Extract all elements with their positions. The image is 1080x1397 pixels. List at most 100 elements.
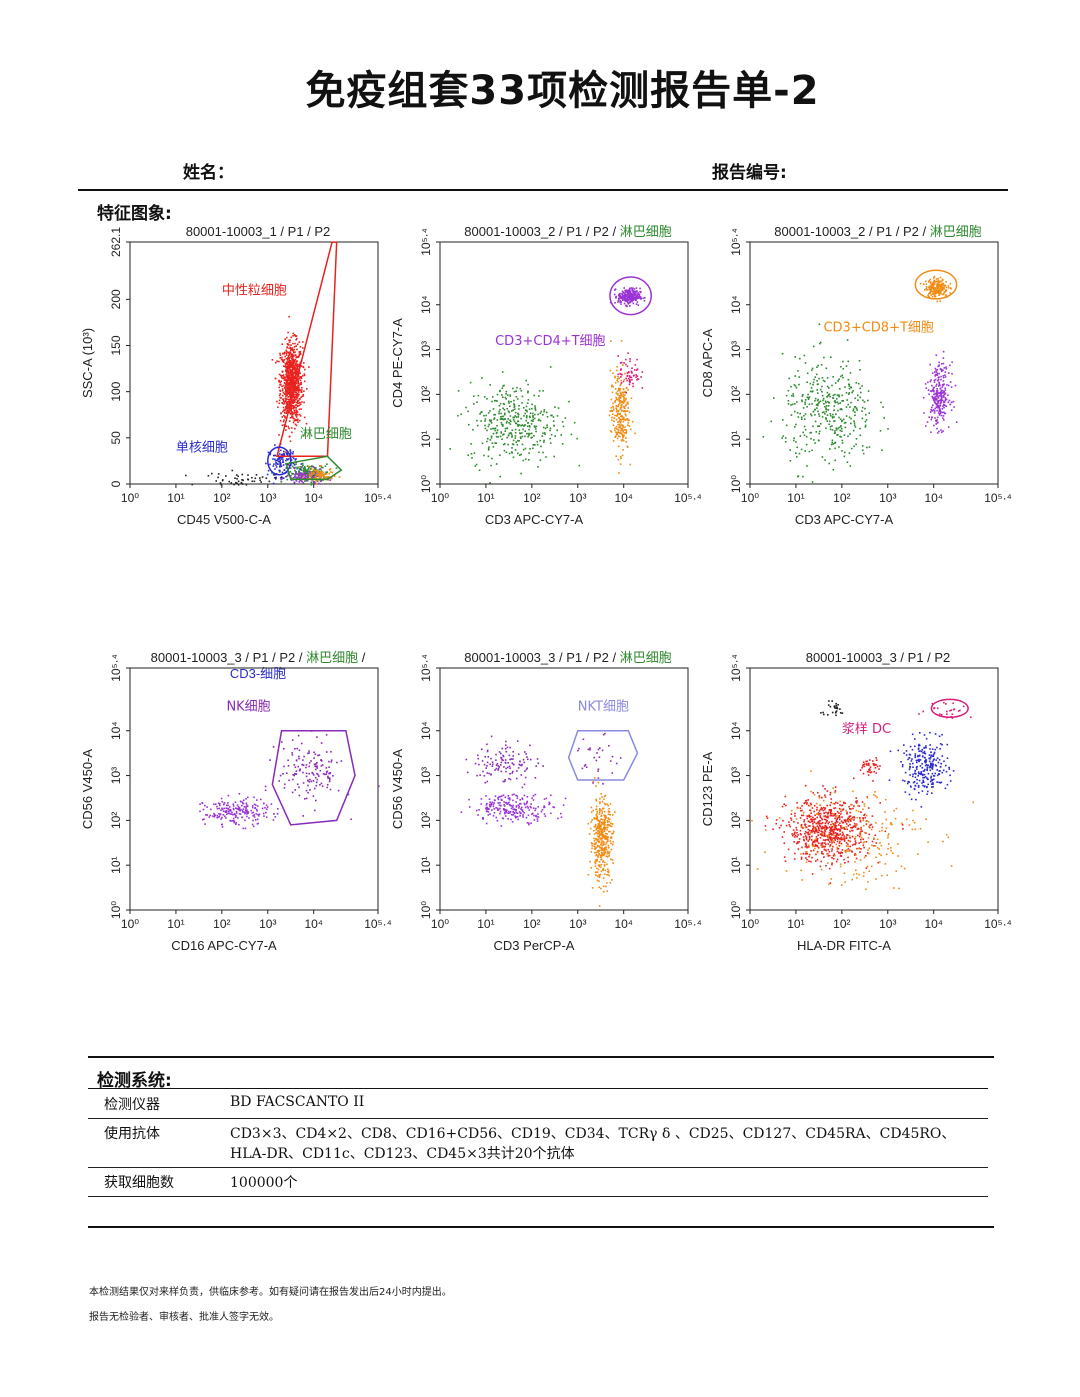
event-dot <box>840 813 842 815</box>
event-dot <box>496 419 499 421</box>
event-dot <box>614 429 616 431</box>
event-dot <box>226 807 229 810</box>
event-dot <box>510 813 513 816</box>
event-dot <box>801 400 803 403</box>
event-dot <box>290 344 292 346</box>
event-dot <box>537 466 539 468</box>
event-dot <box>859 396 861 399</box>
event-dot <box>281 741 283 743</box>
event-dot <box>615 433 618 436</box>
event-dot <box>520 472 522 475</box>
event-dot <box>818 413 820 415</box>
event-dot <box>834 786 837 788</box>
event-dot <box>568 400 570 403</box>
event-dot <box>832 822 834 825</box>
event-dot <box>331 471 334 474</box>
event-dot <box>856 847 858 850</box>
event-dot <box>261 807 264 810</box>
event-dot <box>487 811 490 813</box>
event-dot <box>600 858 602 861</box>
event-dot <box>533 435 535 437</box>
event-dot <box>489 763 491 766</box>
event-dot <box>621 438 624 441</box>
event-dot <box>265 462 267 465</box>
event-dot <box>600 838 603 841</box>
event-dot <box>465 758 468 761</box>
event-dot <box>793 437 795 439</box>
event-dot <box>796 456 798 458</box>
event-dot <box>213 814 216 817</box>
event-dot <box>855 407 858 410</box>
event-dot <box>621 403 623 406</box>
event-dot <box>542 765 544 767</box>
event-dot <box>291 754 294 756</box>
event-dot <box>287 390 289 392</box>
event-dot <box>785 394 788 397</box>
event-dot <box>517 420 519 423</box>
event-dot <box>823 833 826 835</box>
event-dot <box>938 364 940 367</box>
event-dot <box>338 476 341 478</box>
event-dot <box>597 826 599 828</box>
event-dot <box>288 352 291 355</box>
event-dot <box>275 478 277 480</box>
event-dot <box>312 780 315 782</box>
event-dot <box>504 762 507 764</box>
event-dot <box>256 810 258 812</box>
event-dot <box>822 809 825 812</box>
event-dot <box>489 801 491 803</box>
event-dot <box>633 296 635 298</box>
event-dot <box>947 285 950 287</box>
event-dot <box>794 852 796 855</box>
event-dot <box>823 848 826 851</box>
event-dot <box>626 300 629 303</box>
event-dot <box>599 834 601 836</box>
event-dot <box>299 476 302 479</box>
event-dot <box>518 440 520 442</box>
event-dot <box>861 417 864 420</box>
event-dot <box>618 426 620 429</box>
event-dot <box>301 476 304 478</box>
event-dot <box>303 380 306 383</box>
event-dot <box>232 817 235 820</box>
event-dot <box>840 804 843 807</box>
event-dot <box>206 814 208 816</box>
event-dot <box>634 290 637 293</box>
event-dot <box>617 294 620 296</box>
event-dot <box>317 773 319 776</box>
gate <box>567 729 639 781</box>
event-dot <box>499 810 502 813</box>
event-dot <box>509 419 511 422</box>
event-dot <box>521 435 524 438</box>
event-dot <box>607 871 610 873</box>
event-dot <box>487 814 490 816</box>
report-title: 免疫组套33项检测报告单-2 <box>305 68 820 114</box>
event-dot <box>252 815 254 817</box>
event-dot <box>969 716 972 718</box>
event-dot <box>532 412 534 415</box>
event-dot <box>634 297 636 299</box>
event-dot <box>293 346 296 348</box>
event-dot <box>236 482 238 485</box>
event-dot <box>302 475 305 478</box>
event-dot <box>220 483 223 486</box>
event-dot <box>315 784 318 787</box>
event-dot <box>493 808 496 810</box>
event-dot <box>298 397 301 400</box>
event-dot <box>498 796 500 798</box>
event-dot <box>246 813 248 815</box>
event-dot <box>293 401 295 403</box>
event-dot <box>287 463 289 466</box>
event-dot <box>302 464 304 467</box>
event-dot <box>828 401 831 404</box>
event-dot <box>476 401 478 403</box>
plot-cd16-cd56: 80001-10003_3 / P1 / P2 / 淋巴细胞 / CD3-细胞 10… <box>78 648 438 978</box>
event-dot <box>856 800 858 802</box>
event-dot <box>945 366 947 368</box>
event-dot <box>624 372 626 375</box>
event-dot <box>612 409 615 411</box>
event-dot <box>775 819 778 821</box>
event-dot <box>937 277 939 280</box>
event-dot <box>598 840 600 843</box>
event-dot <box>497 765 500 767</box>
